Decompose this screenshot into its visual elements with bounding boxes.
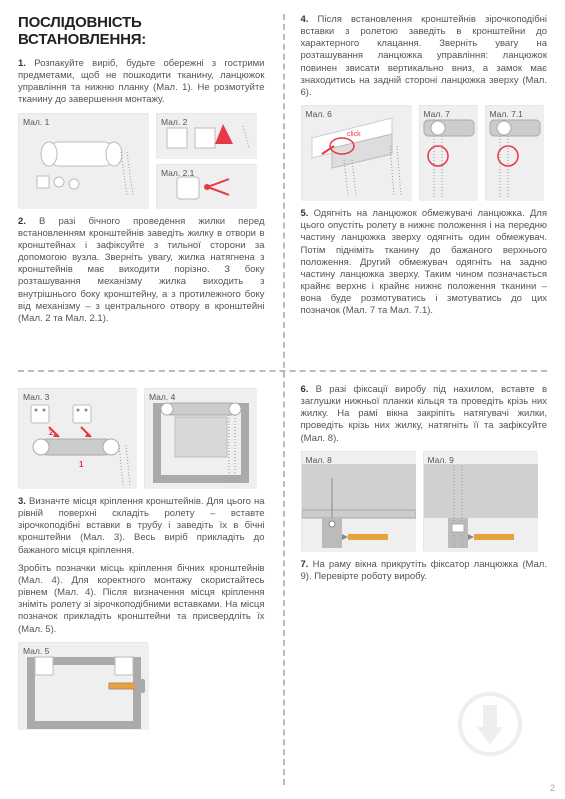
svg-text:click: click <box>347 131 361 138</box>
p5-text: Одягніть на ланцюжок обмежувачі ланцюжка… <box>301 208 548 316</box>
p3b-text: Зробіть позначки місць кріплення бічних … <box>18 563 265 635</box>
paragraph-3b: Зробіть позначки місць кріплення бічних … <box>18 563 265 636</box>
paragraph-3: 3. Визначте місця кріплення кронштейнів.… <box>18 496 265 557</box>
paragraph-1: 1. Розпакуйте виріб, будьте обережні з г… <box>18 58 265 107</box>
label-mal1: Мал. 1 <box>23 117 49 127</box>
p7-text: На раму вікна прикрутіть фіксатор ланцюж… <box>301 559 548 582</box>
figure-3: Мал. 3 2 1 <box>18 388 136 488</box>
label-mal2: Мал. 2 <box>161 117 187 127</box>
figure-1: Мал. 1 <box>18 113 148 208</box>
figure-2: Мал. 2 <box>156 113 256 158</box>
section-bottom-left: Мал. 3 2 1 <box>0 370 283 799</box>
label-mal7: Мал. 7 <box>424 109 450 119</box>
watermark-icon <box>455 689 525 759</box>
page-number: 2 <box>550 783 555 793</box>
section-top-left: ПОСЛІДОВНІСТЬ ВСТАНОВЛЕННЯ: 1. Розпакуйт… <box>0 0 283 370</box>
fig-row-1: Мал. 1 <box>18 113 265 208</box>
p3-num: 3. <box>18 496 26 507</box>
figure-2-1: Мал. 2.1 <box>156 164 256 208</box>
label-mal5: Мал. 5 <box>23 646 49 656</box>
label-mal8: Мал. 8 <box>306 455 332 465</box>
figure-6: Мал. 6 click <box>301 105 411 200</box>
vertical-divider <box>283 14 285 785</box>
label-mal4: Мал. 4 <box>149 392 175 402</box>
paragraph-6: 6. В разі фіксації виробу під нахилом, в… <box>301 384 548 445</box>
figure-9: Мал. 9 <box>423 451 537 551</box>
paragraph-5: 5. Одягніть на ланцюжок обмежувачі ланцю… <box>301 208 548 317</box>
paragraph-2: 2. В разі бічного проведення жилки перед… <box>18 216 265 325</box>
p1-text: Розпакуйте виріб, будьте обережні з гост… <box>18 58 265 105</box>
section-top-right: 4. Після встановлення кронштейнів зірочк… <box>283 0 565 370</box>
p4-text: Після встановлення кронштейнів зірочкопо… <box>301 14 548 98</box>
page-title: ПОСЛІДОВНІСТЬ ВСТАНОВЛЕННЯ: <box>18 14 265 48</box>
figure-7: Мал. 7 <box>419 105 477 200</box>
fig-row-bl-top: Мал. 3 2 1 <box>18 388 265 488</box>
p1-num: 1. <box>18 58 26 69</box>
figure-7-1: Мал. 7.1 <box>485 105 543 200</box>
paragraph-4: 4. Після встановлення кронштейнів зірочк… <box>301 14 548 99</box>
svg-text:2: 2 <box>49 428 54 437</box>
p3-text: Визначте місця кріплення кронштейнів. Дл… <box>18 496 265 556</box>
label-mal9: Мал. 9 <box>428 455 454 465</box>
paragraph-7: 7. На раму вікна прикрутіть фіксатор лан… <box>301 559 548 583</box>
label-mal3: Мал. 3 <box>23 392 49 402</box>
section-bottom-right: 6. В разі фіксації виробу під нахилом, в… <box>283 370 565 799</box>
label-mal6: Мал. 6 <box>306 109 332 119</box>
p2-num: 2. <box>18 216 26 227</box>
fig-row-top-right: Мал. 6 click Мал. 7 <box>301 105 548 200</box>
p2-text: В разі бічного проведення жилки перед вс… <box>18 216 265 324</box>
label-mal21: Мал. 2.1 <box>161 168 194 178</box>
fig-row-br: Мал. 8 Мал. 9 <box>301 451 548 551</box>
figure-5: Мал. 5 <box>18 642 148 729</box>
svg-text:1: 1 <box>79 460 84 469</box>
p6-text: В разі фіксації виробу під нахилом, вста… <box>301 384 548 444</box>
figure-4: Мал. 4 <box>144 388 256 488</box>
horizontal-divider <box>18 370 547 372</box>
figure-8: Мал. 8 <box>301 451 415 551</box>
label-mal71: Мал. 7.1 <box>490 109 523 119</box>
